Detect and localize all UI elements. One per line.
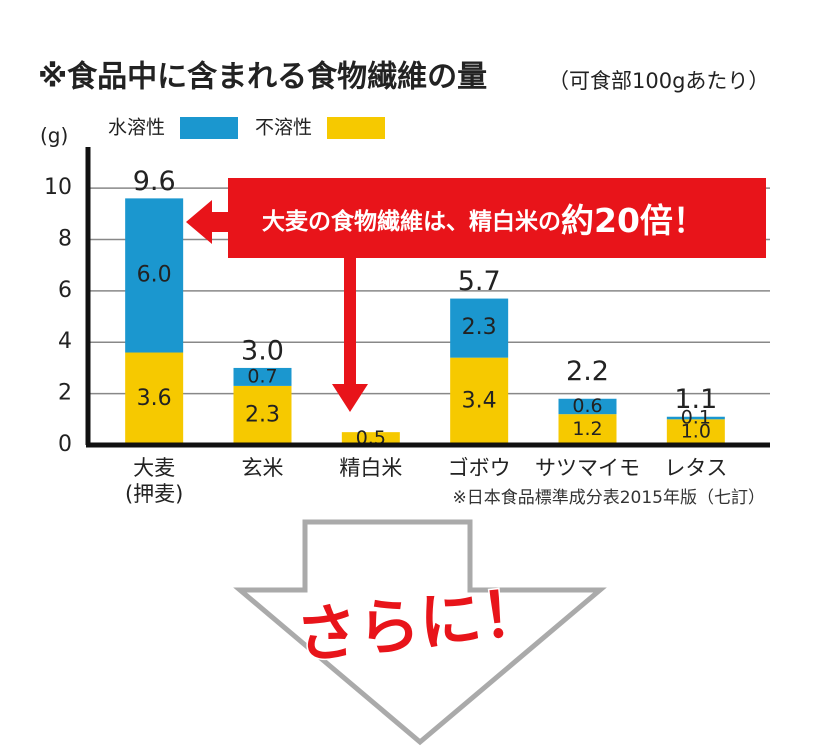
value-label: 2.3 xyxy=(245,402,280,427)
bar-segment xyxy=(450,298,509,358)
callout-arrow-head xyxy=(332,384,368,412)
value-label: 6.0 xyxy=(137,262,172,287)
x-tick-label: レタス xyxy=(664,456,728,480)
total-label: 3.0 xyxy=(241,335,284,366)
x-tick-label: 精白米 xyxy=(339,456,403,480)
legend-label: 不溶性 xyxy=(255,117,312,139)
bar-segment xyxy=(558,398,617,415)
value-label: 3.6 xyxy=(137,386,172,411)
x-tick-label: 玄米 xyxy=(241,456,284,480)
callout-emphasis: 約20倍！ xyxy=(561,201,706,240)
total-label: 9.6 xyxy=(133,166,176,197)
legend-label: 水溶性 xyxy=(108,117,165,139)
total-label: 2.2 xyxy=(566,356,609,387)
bar-segment xyxy=(666,419,725,445)
value-label: 0.6 xyxy=(572,395,602,417)
y-tick-label: 2 xyxy=(58,381,72,406)
bar-segment xyxy=(558,414,617,445)
value-label: 3.4 xyxy=(462,388,497,413)
value-label: 1.2 xyxy=(572,418,602,440)
bar-segment xyxy=(233,385,292,445)
y-tick-label: 8 xyxy=(58,226,72,251)
x-tick-label: ゴボウ xyxy=(447,456,511,480)
bar-segment xyxy=(125,198,184,353)
value-label: 0.1 xyxy=(681,407,711,429)
down-arrow xyxy=(233,519,607,746)
y-unit: (g) xyxy=(40,124,68,148)
value-label: 0.7 xyxy=(247,365,277,387)
y-tick-label: 10 xyxy=(44,175,72,200)
callout-box xyxy=(228,178,766,258)
callout-arrow-left xyxy=(186,200,232,244)
total-label: 5.7 xyxy=(458,266,501,297)
y-tick-label: 0 xyxy=(58,432,72,457)
callout-arrow-shaft xyxy=(344,256,356,386)
y-tick-label: 4 xyxy=(58,329,72,354)
bar-segment xyxy=(125,352,184,445)
legend-swatch xyxy=(327,117,385,139)
value-label: 1.0 xyxy=(681,421,711,443)
callout-text: 大麦の食物繊維は、精白米の約20倍！ xyxy=(262,201,706,240)
source-note: ※日本食品標準成分表2015年版（七訂） xyxy=(452,488,765,508)
chart-title: ※食品中に含まれる食物繊維の量 xyxy=(38,60,487,95)
chart-subtitle: （可食部100gあたり） xyxy=(548,69,769,93)
value-label: 2.3 xyxy=(462,315,497,340)
callout-main: 大麦の食物繊維は、精白米の xyxy=(262,208,561,235)
legend-swatch xyxy=(180,117,238,139)
x-tick-label: サツマイモ xyxy=(535,456,640,480)
bar-segment xyxy=(341,432,400,445)
bar-segment xyxy=(233,367,292,386)
bar-segment xyxy=(450,357,509,445)
y-tick-label: 6 xyxy=(58,278,72,303)
bar-segment xyxy=(666,416,725,420)
total-label: 1.1 xyxy=(674,384,717,415)
x-tick-label: 大麦 (押麦) xyxy=(124,456,184,506)
